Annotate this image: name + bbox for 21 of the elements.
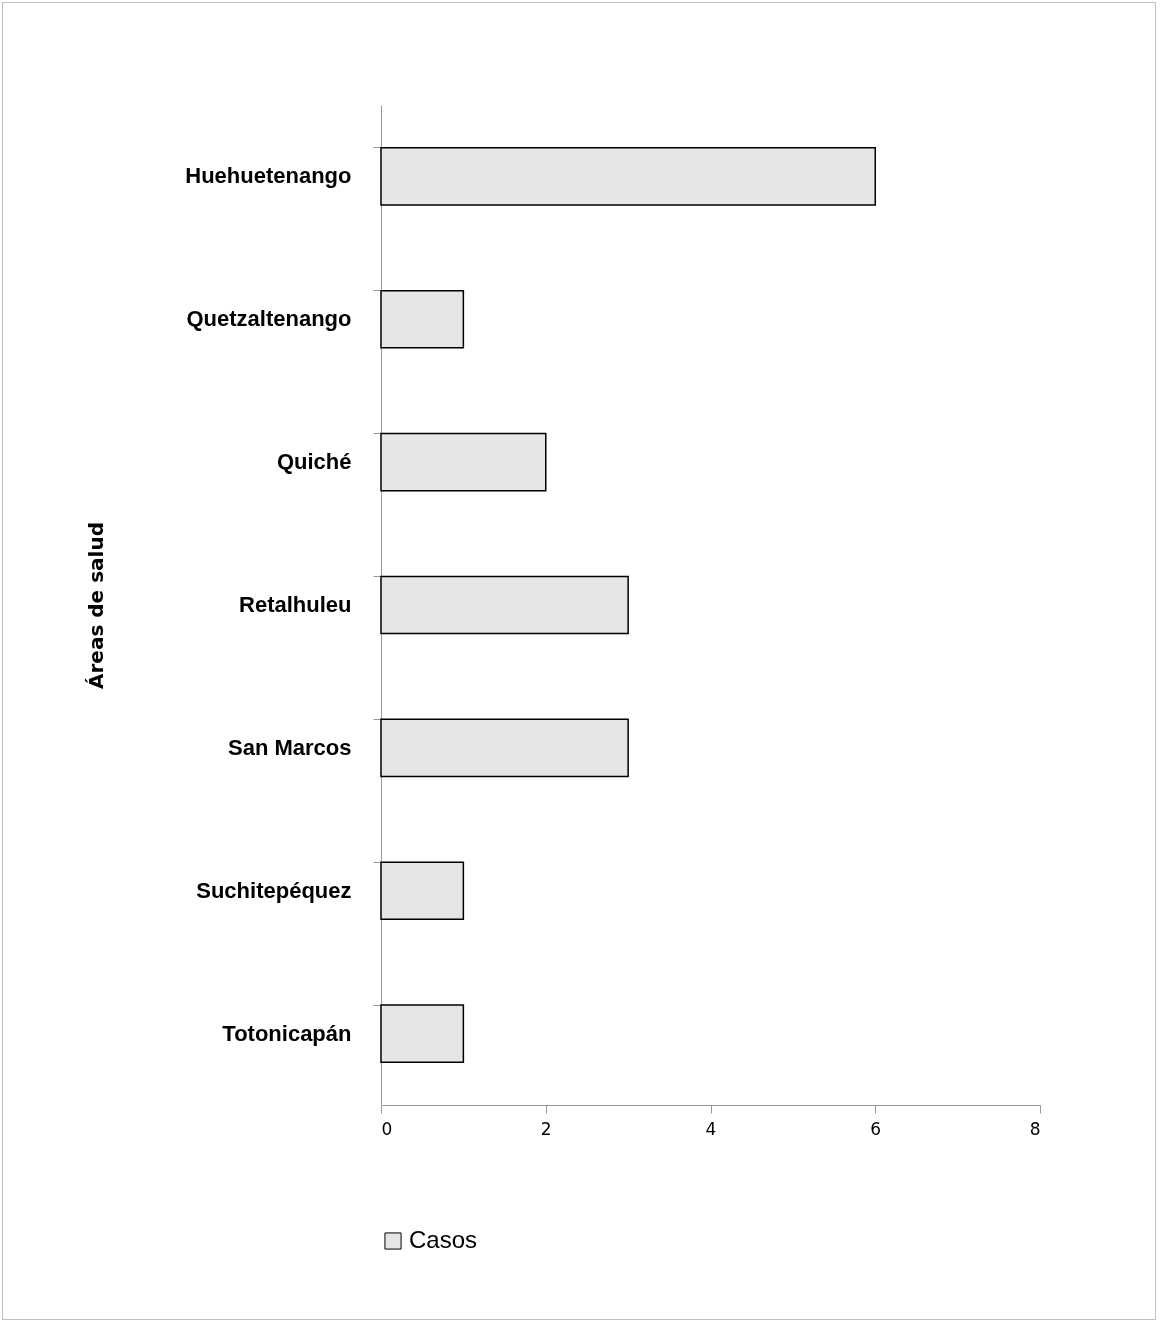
y-tick-label: Suchitepéquez: [196, 877, 352, 903]
bar: [380, 289, 465, 349]
y-tick-label: Totonicapán: [222, 1020, 352, 1046]
bar: [380, 575, 629, 635]
x-tick-label: 8: [1029, 1118, 1041, 1139]
y-tick-label: Retalhuleu: [239, 592, 352, 617]
x-tick-label: 2: [540, 1118, 552, 1139]
y-tick-label: Huehuetenango: [185, 163, 352, 189]
y-tick-label: Quetzaltenango: [186, 306, 352, 332]
x-tick-label: 6: [870, 1118, 882, 1139]
y-axis-title: Áreas de salud: [84, 522, 109, 689]
bar: [380, 147, 876, 206]
bar: [380, 1004, 465, 1063]
bar: [380, 861, 465, 921]
y-tick-label: Quiché: [276, 449, 352, 475]
bar: [380, 432, 547, 492]
x-tick-label: 4: [705, 1118, 717, 1139]
y-tick-label: San Marcos: [228, 734, 352, 760]
x-tick-label: 0: [381, 1118, 393, 1139]
bar: [380, 718, 629, 778]
legend-label: Casos: [409, 1226, 478, 1253]
